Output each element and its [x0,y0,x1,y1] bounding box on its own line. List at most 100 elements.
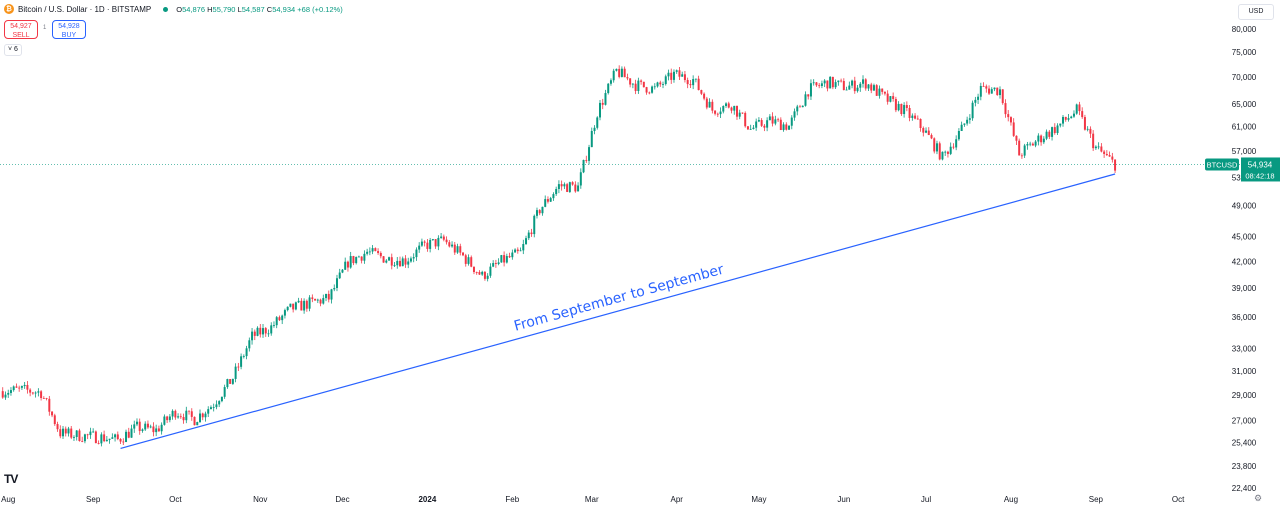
candle-body [166,416,169,421]
candle-body [952,146,955,148]
candle-body [423,241,426,243]
candle-body [930,135,933,139]
candle-body [604,93,607,105]
price-tick-label: 22,400 [1232,484,1257,493]
candle-body [979,85,982,97]
candle-body [571,182,574,185]
candle-body [557,184,560,189]
candle-body [593,127,596,131]
candle-body [538,210,541,214]
candle-body [366,251,369,254]
candle-body [475,271,478,273]
settings-gear-icon[interactable]: ⚙ [1254,493,1263,503]
support-trendline [120,173,1116,449]
candle-body [1048,131,1051,137]
symbol-title[interactable]: Bitcoin / U.S. Dollar · 1D · BITSTAMP [18,4,152,14]
candle-body [514,249,517,253]
candle-body [212,407,215,408]
price-tick-label: 70,000 [1232,73,1257,82]
time-axis[interactable]: Aug Sep Oct Nov Dec 2024 Feb Mar Apr May Jun Jul Aug… [1,495,1185,504]
candle-body [894,99,897,111]
buy-price: 54,928 [58,23,80,30]
candle-body [1083,117,1086,130]
candle-body [240,356,243,367]
candle-body [944,151,947,153]
candle-body [382,256,385,263]
candle-body [966,119,969,124]
time-tick-label: 2024 [418,495,436,504]
candle-body [229,379,232,384]
candle-body [1081,111,1084,118]
price-tick-label: 23,800 [1232,462,1257,471]
candle-body [157,428,160,432]
indicators-toggle-button[interactable]: ˅ 6 [4,44,22,56]
candle-body [1037,135,1040,142]
candle-body [886,93,889,102]
candle-body [481,271,484,275]
candle-body [859,83,862,88]
ohlc-values: O54,876 H55,790 L54,587 C54,934 +68 (+0.… [176,4,343,14]
candle-body [401,258,404,267]
candle-body [1097,146,1100,148]
candle-body [1001,89,1004,104]
candle-body [801,105,804,108]
currency-selector[interactable]: USD [1238,4,1274,20]
candle-body [292,303,295,310]
candle-body [105,439,108,442]
candle-body [407,261,410,265]
candle-body [494,263,497,264]
time-tick-label: Sep [1089,495,1104,504]
candle-body [620,68,623,77]
candle-body [1051,127,1054,137]
candle-body [516,249,519,252]
candle-body [459,246,462,253]
tradingview-logo[interactable]: TV [4,472,18,486]
candle-body [70,428,73,438]
bar-countdown-label: 08:42:18 [1245,171,1274,180]
candle-body [1100,146,1103,152]
price-tick-label: 57,000 [1232,147,1257,156]
candle-body [127,431,130,438]
candle-body [40,391,43,399]
candle-body [144,423,147,430]
candle-body [1026,144,1029,146]
candle-body [29,389,32,393]
candle-body [357,256,360,258]
candle-body [34,392,37,394]
candle-body [1111,156,1114,160]
candle-body [141,429,144,431]
candle-body [78,430,81,442]
candle-body [905,105,908,108]
candle-body [199,413,201,423]
candle-body [497,262,500,264]
candle-body [935,143,938,152]
price-axis[interactable]: 80,00075,00070,00065,00061,00057,00053,0… [1232,25,1257,493]
candle-body [818,85,821,87]
buy-button[interactable]: 54,928 BUY [52,20,86,39]
candle-body [1034,141,1037,146]
candle-body [793,111,796,118]
candle-body [623,68,626,78]
candle-body [1067,118,1070,120]
trendline-annotation: From September to September [512,262,726,335]
candle-body [692,79,695,86]
sell-button[interactable]: 54,927 SELL [4,20,38,39]
candle-body [53,415,56,425]
candle-body [629,78,632,85]
candle-body [681,74,684,77]
candle-body [442,236,445,240]
symbol-badge-label: BTCUSD [1207,160,1238,169]
candle-body [544,199,547,207]
candle-body [596,117,599,128]
candle-body [925,130,928,133]
candle-body [1045,131,1048,139]
price-tick-label: 80,000 [1232,25,1257,34]
candle-body [451,244,454,247]
candle-body [714,110,717,114]
candle-body [215,404,218,408]
candle-body [774,119,777,124]
candle-body [45,398,48,399]
price-tick-label: 42,000 [1232,257,1257,266]
candle-body [1062,116,1065,124]
